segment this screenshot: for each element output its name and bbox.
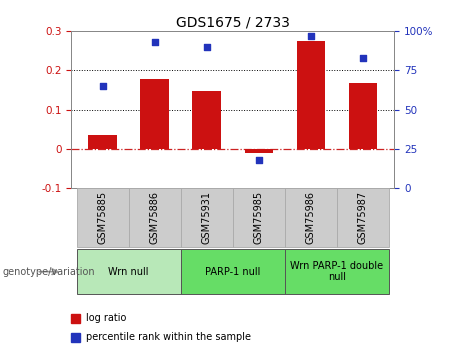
- Text: Wrn PARP-1 double
null: Wrn PARP-1 double null: [290, 261, 384, 283]
- Bar: [89, 135, 117, 149]
- Bar: [337, 188, 389, 247]
- Text: GSM75987: GSM75987: [358, 191, 368, 244]
- Bar: [193, 91, 221, 149]
- Text: Wrn null: Wrn null: [108, 267, 149, 277]
- Bar: [244, 149, 273, 154]
- Bar: [141, 79, 169, 149]
- Point: [203, 44, 211, 49]
- Bar: [77, 249, 181, 294]
- Text: GSM75986: GSM75986: [306, 191, 316, 244]
- Text: log ratio: log ratio: [86, 313, 127, 323]
- Text: GSM75885: GSM75885: [98, 191, 108, 244]
- Point: [99, 83, 106, 89]
- Bar: [285, 249, 389, 294]
- Title: GDS1675 / 2733: GDS1675 / 2733: [176, 16, 290, 30]
- Text: percentile rank within the sample: percentile rank within the sample: [86, 332, 251, 342]
- Point: [359, 55, 366, 60]
- Text: GSM75931: GSM75931: [202, 191, 212, 244]
- Text: GSM75985: GSM75985: [254, 191, 264, 244]
- Text: GSM75886: GSM75886: [150, 191, 160, 244]
- Bar: [77, 188, 129, 247]
- Text: PARP-1 null: PARP-1 null: [205, 267, 260, 277]
- Bar: [296, 41, 325, 149]
- Bar: [181, 188, 233, 247]
- Point: [151, 39, 159, 45]
- Bar: [285, 188, 337, 247]
- Bar: [349, 83, 377, 149]
- Point: [255, 157, 262, 162]
- Point: [307, 33, 314, 39]
- Bar: [181, 249, 285, 294]
- Bar: [233, 188, 285, 247]
- Text: genotype/variation: genotype/variation: [2, 267, 95, 277]
- Bar: [129, 188, 181, 247]
